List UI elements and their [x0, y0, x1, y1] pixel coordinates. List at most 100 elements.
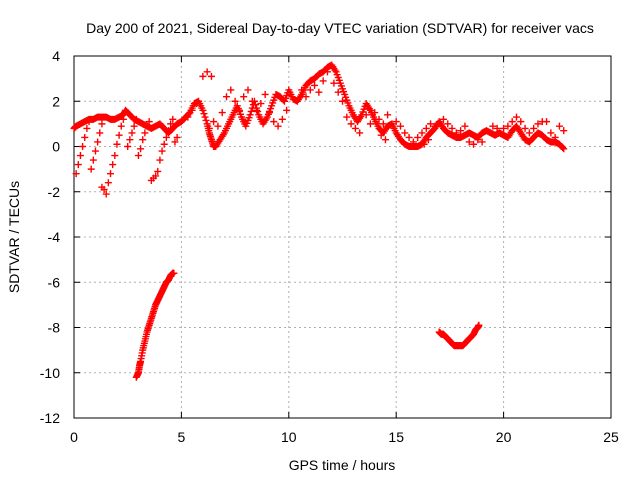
data-point: [115, 131, 123, 139]
data-point: [201, 113, 209, 121]
data-point: [198, 104, 206, 112]
data-point: [134, 152, 142, 160]
data-point: [465, 138, 473, 146]
data-point: [470, 140, 478, 148]
data-point: [137, 145, 145, 153]
data-point: [126, 136, 134, 144]
data-point: [248, 97, 256, 105]
data-point: [267, 105, 275, 113]
data-point: [207, 134, 215, 142]
data-point: [370, 113, 378, 121]
data-point: [218, 109, 226, 117]
data-point: [145, 118, 153, 126]
y-tick-label: -12: [40, 410, 60, 426]
data-point: [396, 122, 404, 130]
x-tick-label: 5: [178, 429, 186, 445]
data-point: [207, 72, 215, 80]
data-point: [85, 118, 93, 126]
data-point: [331, 66, 339, 74]
data-point: [508, 118, 516, 126]
data-point: [422, 124, 430, 132]
data-point: [283, 106, 291, 114]
data-point: [439, 115, 447, 123]
data-point: [504, 122, 512, 130]
data-point: [136, 359, 144, 367]
data-point: [344, 99, 352, 107]
data-point: [315, 88, 323, 96]
data-point: [253, 106, 261, 114]
data-point: [351, 124, 359, 132]
x-tick-label: 15: [388, 429, 404, 445]
data-point: [170, 269, 178, 277]
data-point: [452, 129, 460, 137]
data-point: [244, 86, 252, 94]
data-point: [171, 138, 179, 146]
data-point: [96, 129, 104, 137]
data-point: [142, 330, 150, 338]
data-point: [94, 138, 102, 146]
data-point: [265, 109, 273, 117]
data-point: [377, 131, 385, 139]
data-point: [102, 190, 110, 198]
data-point: [236, 110, 244, 118]
y-tick-label: -8: [48, 320, 61, 336]
data-point: [500, 124, 508, 132]
data-point: [235, 106, 243, 114]
data-point: [139, 136, 147, 144]
data-point: [357, 113, 365, 121]
x-axis-label: GPS time / hours: [289, 457, 396, 473]
data-point: [111, 152, 119, 160]
y-tick-label: 2: [52, 93, 60, 109]
y-tick-label: 0: [52, 139, 60, 155]
data-point: [530, 124, 538, 132]
y-tick-label: -10: [40, 365, 60, 381]
data-point: [375, 115, 383, 123]
data-point: [104, 179, 112, 187]
data-point: [429, 127, 437, 135]
data-point: [444, 120, 452, 128]
data-point: [74, 161, 82, 169]
data-point: [555, 122, 563, 130]
data-point: [525, 129, 533, 137]
data-point: [72, 170, 80, 178]
data-point: [311, 81, 319, 89]
data-point: [200, 110, 208, 118]
data-point: [158, 147, 166, 155]
data-point: [427, 120, 435, 128]
data-point: [384, 111, 392, 119]
data-points: [70, 61, 568, 381]
data-point: [528, 136, 536, 144]
data-point: [424, 136, 432, 144]
data-point: [392, 118, 400, 126]
data-point: [173, 133, 181, 141]
data-point: [448, 124, 456, 132]
data-point: [521, 124, 529, 132]
data-point: [262, 115, 270, 123]
data-point: [214, 122, 222, 130]
data-point: [302, 93, 310, 101]
data-point: [119, 115, 127, 123]
data-point: [560, 127, 568, 135]
data-point: [143, 122, 151, 130]
x-tick-label: 20: [496, 429, 512, 445]
data-point: [323, 68, 331, 76]
data-point: [543, 118, 551, 126]
data-point: [461, 122, 469, 130]
data-point: [188, 106, 196, 114]
data-point: [261, 90, 269, 98]
data-point: [334, 88, 342, 96]
data-point: [202, 116, 210, 124]
data-point: [365, 105, 373, 113]
data-point: [231, 97, 239, 105]
data-point: [223, 93, 231, 101]
data-point: [401, 129, 409, 137]
data-point: [117, 122, 125, 130]
data-point: [252, 101, 260, 109]
data-point: [381, 136, 389, 144]
data-point: [160, 140, 168, 148]
data-point: [81, 133, 89, 141]
data-point: [89, 156, 97, 164]
data-point: [124, 109, 132, 117]
